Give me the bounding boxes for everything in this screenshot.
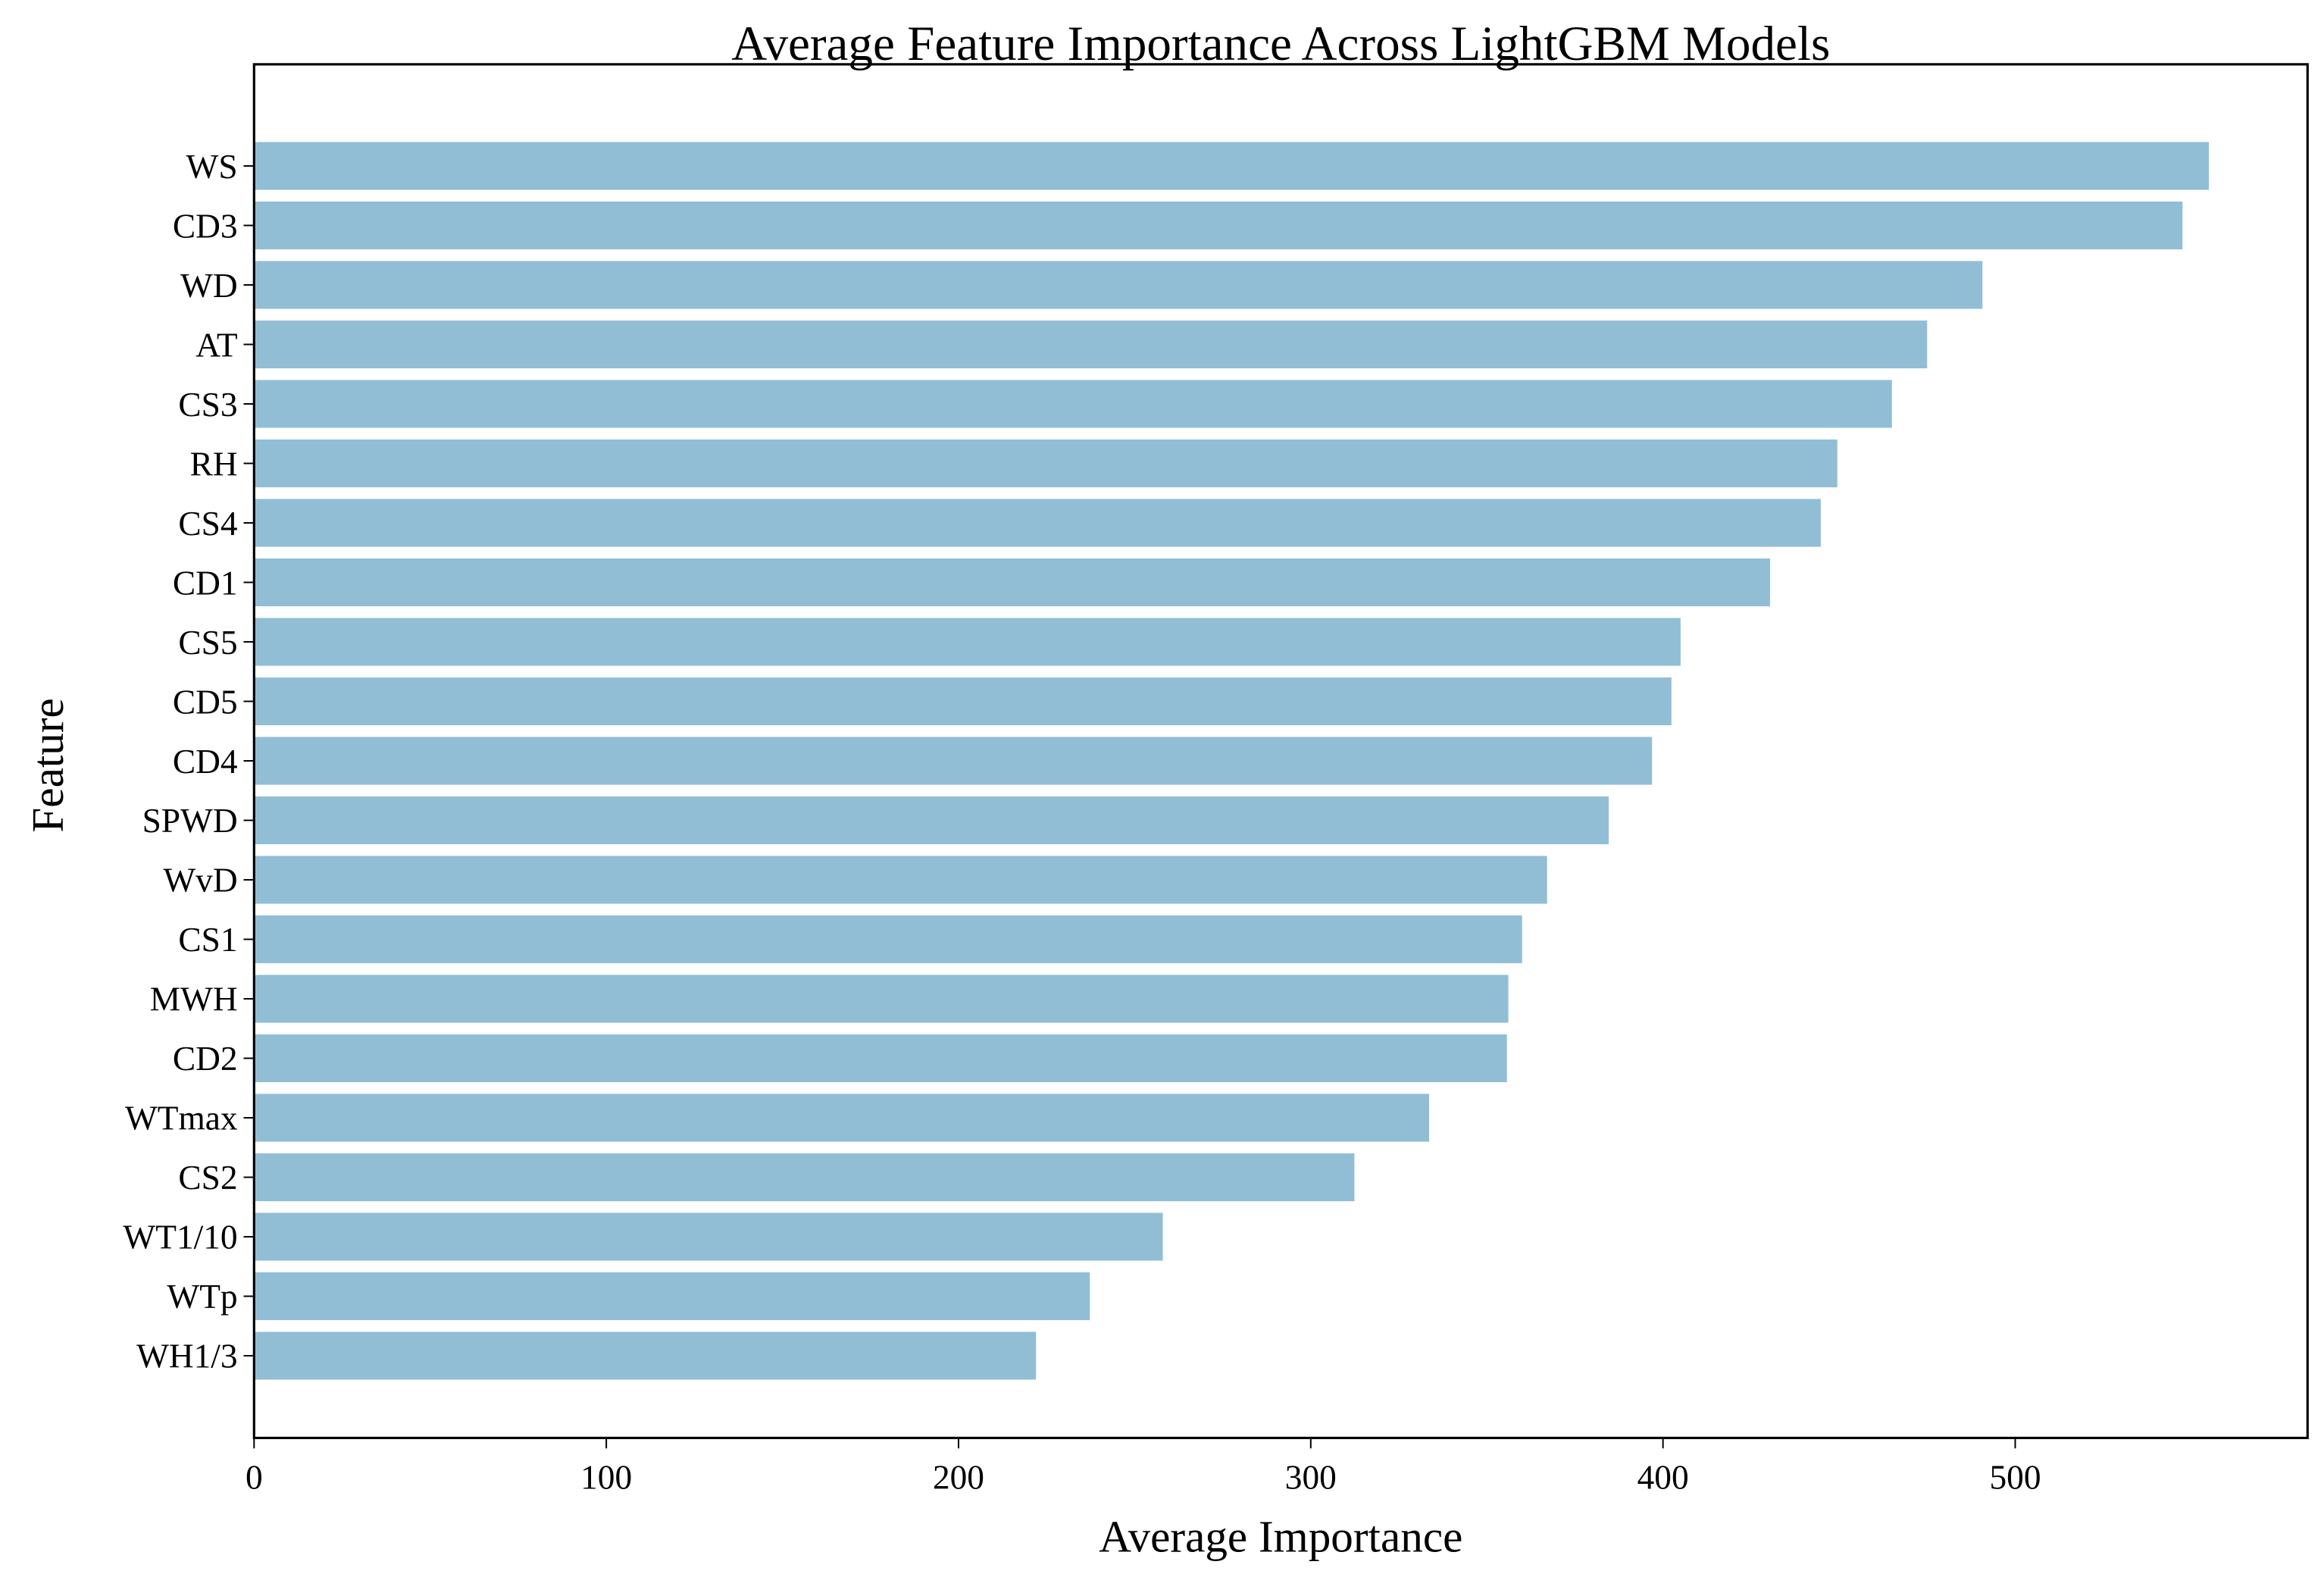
y-tick-label: CS5: [178, 624, 237, 662]
bar-WS: [254, 142, 2210, 190]
bar-WvD: [254, 856, 1547, 904]
bar-CS5: [254, 618, 1681, 666]
y-tick-label: RH: [190, 445, 238, 483]
y-tick-label: CD3: [173, 207, 238, 245]
bar-CS4: [254, 499, 1821, 547]
bar-CD4: [254, 737, 1653, 785]
y-tick-label: CS4: [178, 505, 237, 543]
bar-WTmax: [254, 1094, 1429, 1142]
bar-WT1/10: [254, 1213, 1163, 1261]
bar-MWH: [254, 975, 1509, 1023]
y-tick-label: CS1: [178, 921, 237, 959]
bar-CD5: [254, 677, 1672, 726]
bar-CS3: [254, 380, 1892, 428]
bar-CS2: [254, 1153, 1355, 1202]
x-tick-label: 100: [580, 1459, 632, 1497]
bar-WD: [254, 261, 1983, 309]
y-tick-label: CS3: [178, 386, 237, 424]
x-tick-label: 200: [933, 1459, 984, 1497]
bar-CD1: [254, 558, 1770, 607]
y-tick-label: WvD: [163, 862, 237, 900]
y-tick-label: AT: [195, 326, 237, 364]
y-tick-label: MWH: [150, 981, 238, 1019]
y-axis-label: Feature: [23, 698, 73, 832]
y-tick-label: WD: [180, 267, 238, 305]
bar-WTp: [254, 1272, 1090, 1321]
x-tick-label: 500: [1989, 1459, 2041, 1497]
x-axis-label: Average Importance: [1099, 1511, 1462, 1561]
y-tick-label: SPWD: [142, 802, 238, 840]
y-tick-label: WTp: [167, 1278, 237, 1316]
bar-CS1: [254, 915, 1522, 964]
bar-WH1/3: [254, 1331, 1037, 1380]
y-tick-label: CD2: [173, 1040, 238, 1078]
y-tick-label: WTmax: [125, 1100, 238, 1137]
bar-AT: [254, 320, 1928, 369]
x-tick-label: 0: [246, 1459, 263, 1497]
y-tick-label: CS2: [178, 1159, 237, 1197]
y-tick-label: CD4: [173, 743, 238, 781]
bar-RH: [254, 439, 1838, 488]
bar-SPWD: [254, 796, 1609, 845]
y-tick-label: CD1: [173, 564, 238, 602]
chart-title: Average Feature Importance Across LightG…: [731, 17, 1830, 71]
bar-CD2: [254, 1034, 1507, 1083]
y-tick-label: CD5: [173, 683, 238, 721]
x-tick-label: 400: [1637, 1459, 1689, 1497]
y-tick-label: WH1/3: [136, 1338, 238, 1375]
y-tick-label: WS: [186, 148, 238, 186]
x-tick-label: 300: [1285, 1459, 1337, 1497]
axes-frame: [252, 63, 2309, 1440]
y-tick-label: WT1/10: [123, 1219, 237, 1256]
bar-CD3: [254, 201, 2183, 250]
